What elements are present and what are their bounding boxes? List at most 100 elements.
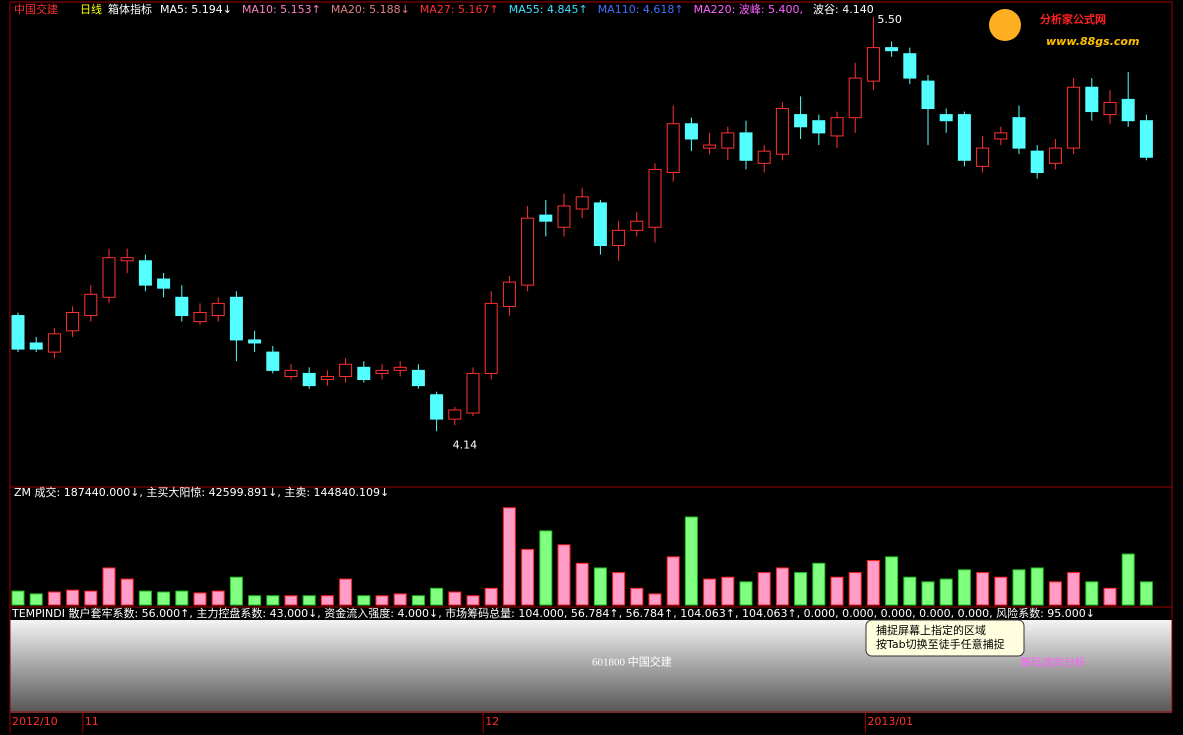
candle-body <box>666 123 680 173</box>
ma-label: MA110: 4.618↑ <box>598 3 684 16</box>
volume-bar <box>666 556 680 606</box>
candle-body <box>29 342 43 350</box>
candle-body <box>448 409 462 420</box>
volume-bar <box>885 556 899 606</box>
tooltip-line: 捕捉屏幕上指定的区域 <box>876 623 986 637</box>
candle-body <box>739 132 753 161</box>
ma-label: 波谷: 4.140 <box>813 3 874 16</box>
volume-bar <box>848 572 862 606</box>
candle-body <box>339 363 353 377</box>
volume-bar <box>830 576 844 606</box>
candle-body <box>812 120 826 134</box>
candle-body <box>539 214 553 222</box>
candle-body <box>1103 101 1117 116</box>
volume-bar <box>448 591 462 606</box>
volume-bar <box>193 592 207 606</box>
volume-bar <box>211 590 225 606</box>
volume-bar <box>84 590 98 606</box>
volume-bar <box>1048 581 1062 606</box>
volume-bar <box>502 507 516 606</box>
candle-body <box>939 114 953 122</box>
volume-bar <box>157 591 171 606</box>
candle-body <box>138 260 152 286</box>
volume-bar <box>339 578 353 606</box>
stock-name: 中国交建 <box>14 2 58 16</box>
volume-bar <box>411 595 425 606</box>
period: 日线 <box>80 2 102 16</box>
candle-body <box>502 281 516 307</box>
candle-body <box>284 369 298 377</box>
volume-bar <box>320 595 334 606</box>
volume-bar <box>612 572 626 606</box>
volume-bar <box>703 578 717 606</box>
volume-bar <box>393 593 407 606</box>
volume-bar <box>29 593 43 606</box>
volume-bar <box>175 590 189 606</box>
volume-bar <box>302 595 316 606</box>
volume-bar <box>466 595 480 606</box>
candle-body <box>630 220 644 231</box>
volume-bar <box>1103 587 1117 606</box>
volume-bar <box>648 593 662 606</box>
candle-body <box>775 108 789 155</box>
candle-body <box>994 132 1008 140</box>
candle-body <box>721 132 735 149</box>
candle-body <box>411 369 425 387</box>
candle-body <box>430 394 444 420</box>
volume-bar <box>266 595 280 606</box>
candle-body <box>612 229 626 247</box>
candle-body <box>248 339 262 344</box>
indicator-header: TEMPINDI 散户套牢系数: 56.000↑, 主力控盘系数: 43.000… <box>11 606 1095 620</box>
candle-body <box>1139 120 1153 158</box>
ma-label: MA10: 5.153↑ <box>242 3 321 16</box>
tooltip-line: 按Tab切换至徒手任意捕捉 <box>876 637 1005 651</box>
candle-body <box>684 123 698 140</box>
logo-url: www.88gs.com <box>1046 35 1139 48</box>
candle-body <box>466 372 480 414</box>
candle-body <box>794 114 808 128</box>
volume-bar <box>102 567 116 606</box>
candle-body <box>102 257 116 298</box>
volume-bar <box>976 572 990 606</box>
volume-bar <box>1067 572 1081 606</box>
volume-header: ZM 成交: 187440.000↓, 主买大阳惊: 42599.891↓, 主… <box>14 485 389 499</box>
annotation-low: 4.14 <box>453 438 478 451</box>
candle-body <box>903 53 917 79</box>
date-label: 2012/10 <box>12 715 58 728</box>
volume-bar <box>1121 553 1135 606</box>
candle-body <box>484 302 498 374</box>
candle-body <box>921 80 935 110</box>
candle-body <box>11 315 25 350</box>
volume-bar <box>357 595 371 606</box>
volume-bar <box>684 516 698 606</box>
logo-icon <box>989 9 1021 41</box>
volume-bar <box>539 530 553 606</box>
volume-bar <box>939 578 953 606</box>
volume-bar <box>1139 581 1153 606</box>
date-label: 12 <box>485 715 499 728</box>
volume-bar <box>921 581 935 606</box>
ma-label: MA55: 4.845↑ <box>509 3 588 16</box>
candle-body <box>830 117 844 137</box>
frame <box>9 1 1173 713</box>
volume-bar <box>775 567 789 606</box>
volume-bar <box>66 589 80 606</box>
ma-label: MA27: 5.167↑ <box>420 3 499 16</box>
volume-bar <box>521 548 535 606</box>
volume-bar <box>120 578 134 606</box>
volume-bar <box>575 562 589 606</box>
candle-body <box>66 312 80 332</box>
volume-bar <box>484 587 498 606</box>
candle-body <box>703 144 717 149</box>
volume-bar <box>757 572 771 606</box>
logo-name: 分析家公式网 <box>1040 12 1106 26</box>
ma-label: MA5: 5.194↓ <box>160 3 232 16</box>
volume-bar <box>1030 567 1044 606</box>
candle-body <box>957 114 971 161</box>
candle-body <box>193 312 207 323</box>
candle-body <box>302 372 316 387</box>
volume-bar <box>593 567 607 606</box>
volume-bar <box>1085 581 1099 606</box>
